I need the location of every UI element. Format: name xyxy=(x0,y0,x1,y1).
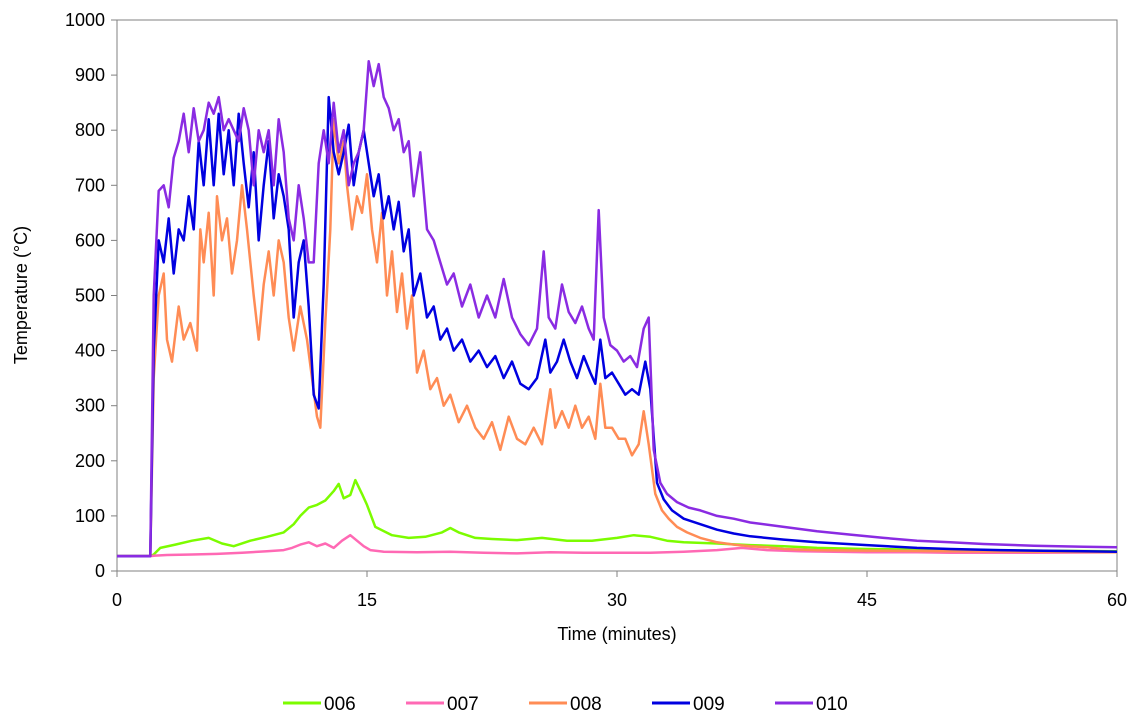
legend-label-010: 010 xyxy=(816,694,848,715)
legend: 006 007 008 009 010 xyxy=(283,694,848,715)
y-tick-label: 1000 xyxy=(65,10,105,30)
x-tick-label: 45 xyxy=(857,590,877,610)
series-line-007 xyxy=(117,533,1118,558)
legend-label-006: 006 xyxy=(324,694,356,715)
y-tick-label: 500 xyxy=(75,286,105,306)
y-tick-label: 800 xyxy=(75,120,105,140)
y-tick-label: 300 xyxy=(75,396,105,416)
y-tick-label: 200 xyxy=(75,451,105,471)
series-line-010 xyxy=(117,60,1118,558)
series-line-008 xyxy=(117,117,1118,558)
y-tick-label: 900 xyxy=(75,65,105,85)
x-tick-label: 30 xyxy=(607,590,627,610)
x-tick-label: 60 xyxy=(1107,590,1127,610)
y-tick-label: 700 xyxy=(75,175,105,195)
legend-label-009: 009 xyxy=(693,694,725,715)
x-axis-title: Time (minutes) xyxy=(557,624,676,644)
x-tick-label: 0 xyxy=(112,590,122,610)
plot-area xyxy=(116,19,1118,572)
y-tick-label: 100 xyxy=(75,506,105,526)
series-line-006 xyxy=(117,478,1118,558)
y-tick-label: 400 xyxy=(75,341,105,361)
x-axis-ticks: 0 15 30 45 60 xyxy=(112,571,1127,610)
legend-label-008: 008 xyxy=(570,694,602,715)
y-tick-label: 600 xyxy=(75,230,105,250)
legend-label-007: 007 xyxy=(447,694,479,715)
y-axis-ticks: 0 100 200 300 400 500 600 700 800 900 1000 xyxy=(65,10,117,581)
series-layer xyxy=(117,60,1118,558)
series-line-009 xyxy=(117,95,1118,558)
y-tick-label: 0 xyxy=(95,561,105,581)
plot-frame xyxy=(116,19,1118,572)
y-axis-title: Temperature (°C) xyxy=(11,226,31,364)
x-tick-label: 15 xyxy=(357,590,377,610)
